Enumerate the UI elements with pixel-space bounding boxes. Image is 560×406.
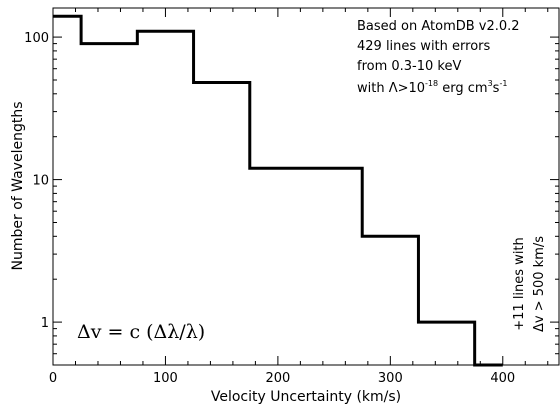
x-tick-label: 0 bbox=[49, 371, 57, 386]
right-note-line-2: Δv > 500 km/s bbox=[532, 236, 547, 332]
plot-frame bbox=[52, 7, 560, 366]
y-axis-label: Number of Wavelengths bbox=[10, 102, 26, 271]
y-tick-label: 1 bbox=[41, 316, 49, 331]
right-note-line-1: +11 lines with bbox=[512, 237, 527, 331]
x-tick-label: 400 bbox=[490, 371, 515, 386]
annotation-line-4-prefix: with Λ>10 bbox=[357, 81, 425, 96]
tick-labels: 0 100 200 300 400 1 10 100 bbox=[24, 31, 515, 386]
annotation-line-3: from 0.3-10 keV bbox=[357, 59, 461, 74]
annotation-line-4-mid2: s bbox=[493, 81, 500, 96]
formula-label: Δv = c (Δλ/λ) bbox=[77, 321, 205, 343]
x-tick-label: 100 bbox=[153, 371, 178, 386]
axis-ticks bbox=[52, 8, 559, 366]
annotation-line-4-mid: erg cm bbox=[438, 81, 487, 96]
annotation-line-2: 429 lines with errors bbox=[357, 39, 490, 54]
annotation-line-1: Based on AtomDB v2.0.2 bbox=[357, 19, 520, 34]
annotation-line-4: with Λ>10-18 erg cm3s-1 bbox=[357, 79, 507, 96]
x-tick-label: 300 bbox=[378, 371, 403, 386]
annotation-block: Based on AtomDB v2.0.2 429 lines with er… bbox=[357, 19, 520, 96]
y-tick-label: 100 bbox=[24, 31, 49, 46]
y-tick-label: 10 bbox=[32, 174, 49, 189]
x-tick-label: 200 bbox=[265, 371, 290, 386]
histogram-step-line bbox=[53, 14, 503, 367]
x-axis-label: Velocity Uncertainty (km/s) bbox=[211, 389, 401, 405]
annotation-line-4-exp: -18 bbox=[425, 79, 438, 88]
annotation-line-4-exp2: 3 bbox=[488, 79, 493, 88]
annotation-line-4-exp3: -1 bbox=[499, 79, 507, 88]
